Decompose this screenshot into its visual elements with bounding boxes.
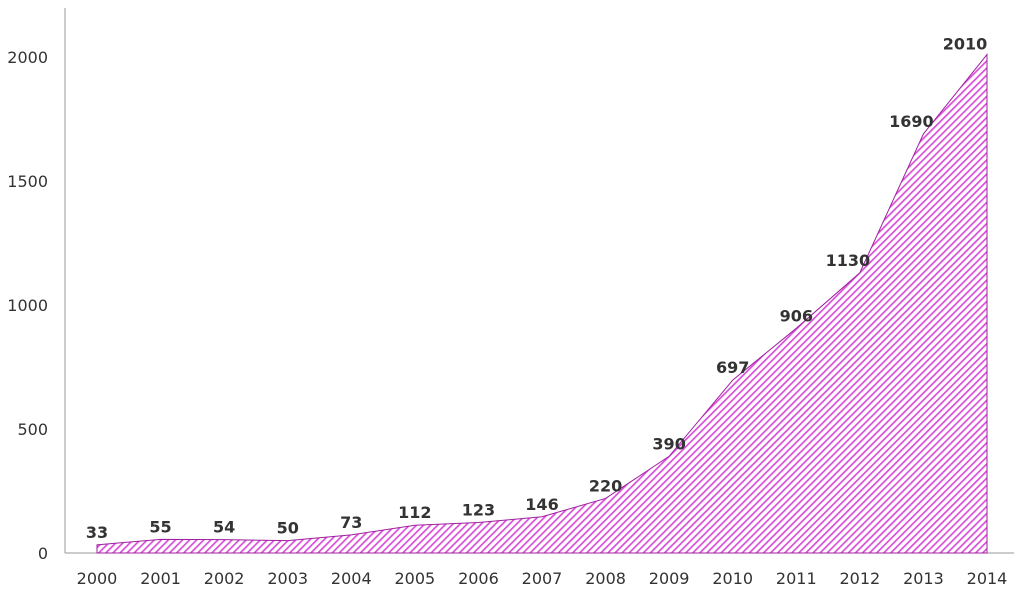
x-tick-label-2013: 2013 — [903, 569, 944, 588]
x-tick-label-2002: 2002 — [204, 569, 245, 588]
y-axis-ticks: 0 500 1000 1500 2000 — [7, 48, 48, 563]
x-tick-label-2007: 2007 — [522, 569, 563, 588]
data-label-2009: 390 — [652, 434, 685, 453]
data-label-2013: 1690 — [889, 112, 934, 131]
data-label-2010: 697 — [716, 358, 749, 377]
y-tick-label-1500: 1500 — [7, 172, 48, 191]
data-label-2005: 112 — [398, 503, 431, 522]
x-tick-label-2005: 2005 — [395, 569, 436, 588]
data-label-2011: 906 — [780, 306, 813, 325]
x-tick-label-2001: 2001 — [140, 569, 181, 588]
x-tick-label-2006: 2006 — [458, 569, 499, 588]
data-label-2007: 146 — [525, 495, 558, 514]
area-series — [97, 55, 987, 553]
x-tick-label-2011: 2011 — [776, 569, 817, 588]
x-tick-label-2014: 2014 — [967, 569, 1008, 588]
data-label-2001: 55 — [149, 517, 171, 536]
data-label-2002: 54 — [213, 518, 235, 537]
y-tick-label-0: 0 — [38, 544, 48, 563]
data-label-2014: 2010 — [943, 35, 988, 54]
data-label-2003: 50 — [277, 519, 299, 538]
y-tick-label-1000: 1000 — [7, 296, 48, 315]
x-axis-ticks: 2000 2001 2002 2003 2004 2005 2006 2007 2008 2009… — [77, 569, 1008, 588]
x-tick-label-2000: 2000 — [77, 569, 118, 588]
x-tick-label-2009: 2009 — [649, 569, 690, 588]
data-label-2008: 220 — [589, 476, 622, 495]
data-label-2006: 123 — [462, 501, 495, 520]
x-tick-label-2008: 2008 — [585, 569, 626, 588]
y-tick-label-500: 500 — [17, 420, 48, 439]
x-tick-label-2012: 2012 — [840, 569, 881, 588]
area-fill — [97, 55, 987, 553]
x-tick-label-2004: 2004 — [331, 569, 372, 588]
y-tick-label-2000: 2000 — [7, 48, 48, 67]
data-label-2012: 1130 — [826, 251, 871, 270]
x-tick-label-2010: 2010 — [712, 569, 753, 588]
x-tick-label-2003: 2003 — [267, 569, 308, 588]
data-label-2000: 33 — [86, 523, 108, 542]
data-label-2004: 73 — [340, 513, 362, 532]
